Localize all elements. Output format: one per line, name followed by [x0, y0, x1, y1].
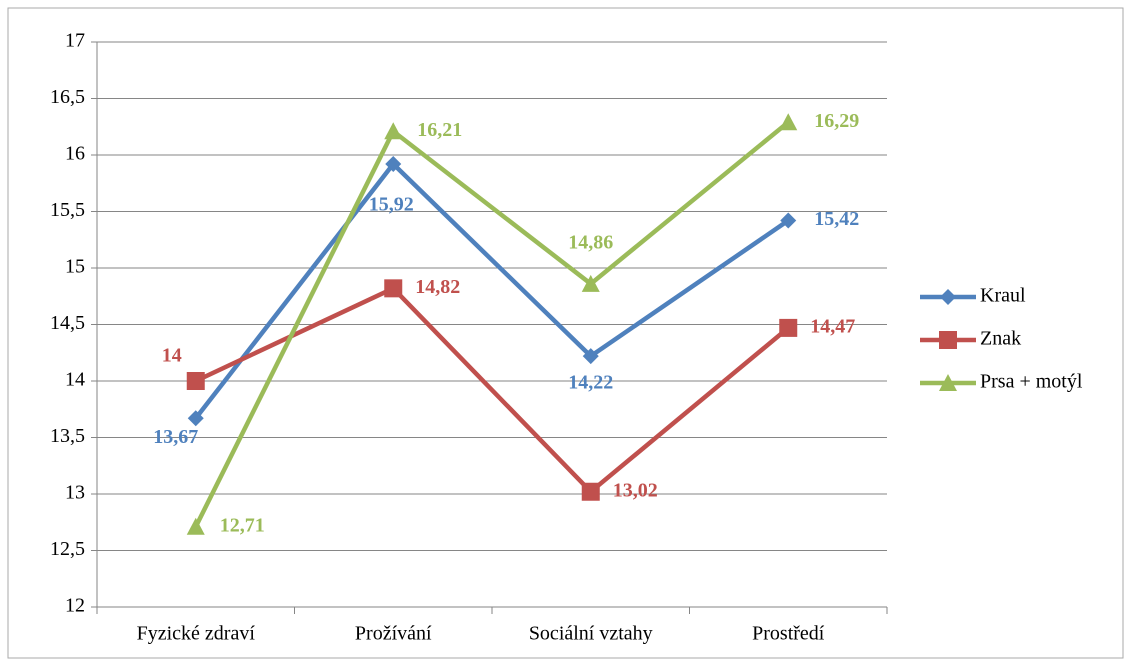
y-tick-label: 13 — [65, 482, 85, 504]
data-point — [187, 410, 204, 427]
data-label: 12,71 — [220, 514, 265, 536]
data-point — [779, 113, 798, 131]
series-line — [194, 285, 790, 495]
legend-label: Znak — [980, 328, 1021, 350]
data-label: 14,22 — [568, 372, 613, 394]
data-point — [186, 372, 205, 390]
data-point — [581, 482, 600, 501]
legend-label: Prsa + motýl — [980, 371, 1083, 393]
y-tick-label: 16 — [65, 143, 85, 165]
data-point — [384, 279, 403, 298]
data-label: 14 — [162, 345, 182, 367]
data-label: 13,02 — [613, 479, 658, 501]
data-point — [384, 122, 403, 140]
data-point — [186, 517, 205, 535]
data-label: 15,42 — [814, 208, 859, 230]
y-tick-label: 12 — [65, 595, 85, 617]
y-tick-label: 17 — [65, 30, 85, 52]
data-label: 14,82 — [415, 276, 460, 298]
y-tick-label: 14 — [65, 369, 85, 391]
data-label: 16,21 — [417, 119, 462, 141]
y-tick-label: 15,5 — [50, 199, 85, 221]
y-tick-label: 12,5 — [50, 538, 85, 560]
series-line — [193, 160, 790, 420]
data-label: 15,92 — [369, 194, 414, 216]
legend-marker — [940, 289, 956, 305]
legend-marker — [939, 374, 957, 391]
x-tick-label: Fyzické zdraví — [137, 623, 256, 645]
y-tick-label: 16,5 — [50, 86, 85, 108]
data-label: 13,67 — [153, 426, 198, 448]
x-tick-label: Sociální vztahy — [529, 623, 653, 645]
legend-marker — [939, 331, 957, 349]
x-tick-label: Prožívání — [355, 623, 432, 645]
data-label: 14,47 — [810, 315, 855, 337]
chart-border — [7, 7, 1124, 659]
data-point — [581, 274, 600, 292]
data-point — [582, 348, 599, 365]
data-point — [779, 318, 798, 337]
y-tick-label: 13,5 — [50, 425, 85, 447]
y-tick-label: 14,5 — [50, 312, 85, 334]
legend-label: Kraul — [980, 285, 1026, 307]
series-line — [193, 120, 790, 528]
data-point — [385, 156, 402, 173]
data-label: 14,86 — [568, 231, 613, 253]
x-tick-label: Prostředí — [752, 623, 825, 645]
y-tick-label: 15 — [65, 256, 85, 278]
data-label: 16,29 — [814, 110, 859, 132]
data-point — [780, 212, 797, 229]
